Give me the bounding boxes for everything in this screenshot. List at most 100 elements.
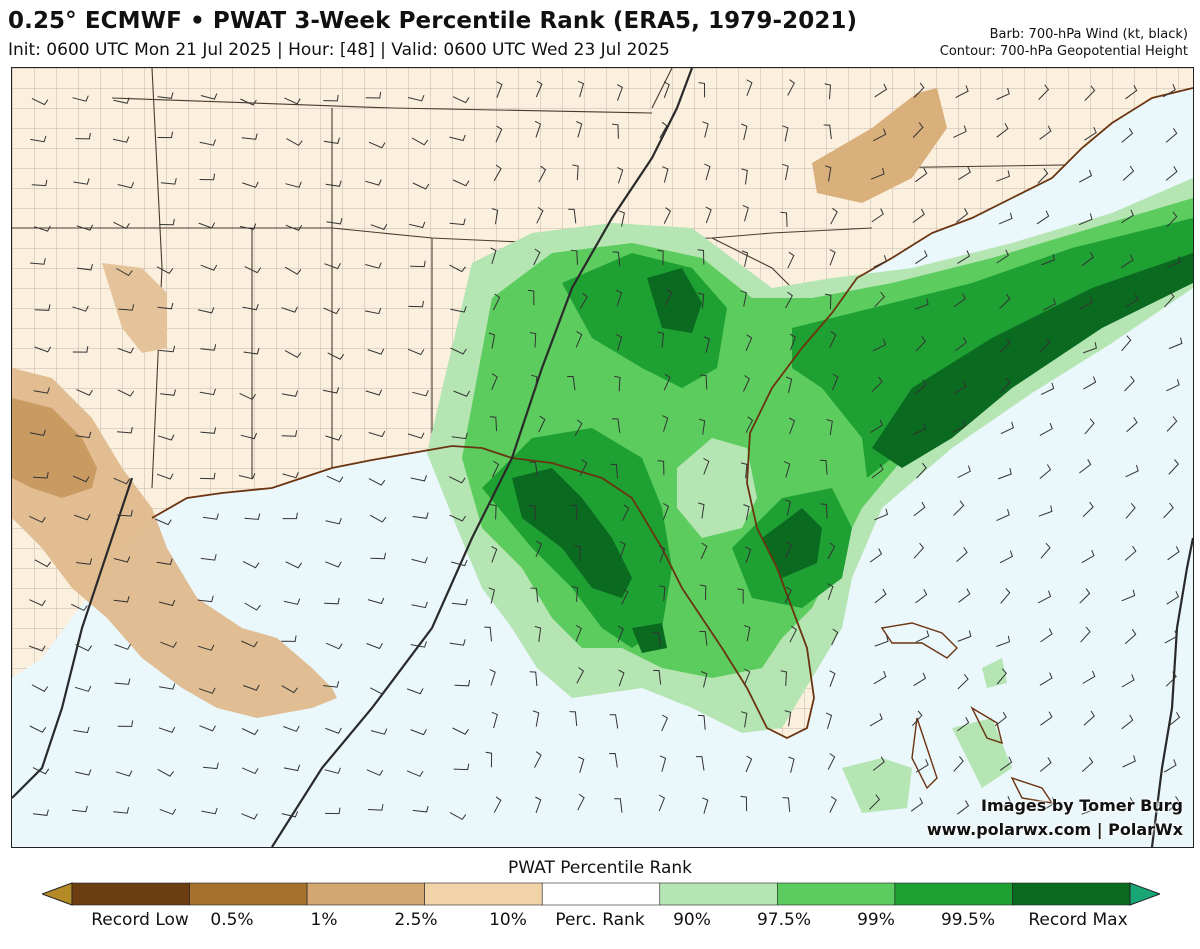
wind-barb [826, 419, 833, 436]
wind-barb [365, 262, 382, 269]
wind-barb [283, 598, 301, 605]
wind-barb [529, 332, 537, 348]
wind-barb [1039, 422, 1053, 436]
wind-barb [73, 178, 90, 185]
wind-barb [912, 423, 926, 436]
wind-barb [114, 643, 131, 650]
wind-barb [698, 502, 705, 519]
wind-barb [412, 512, 429, 519]
wind-barb [495, 125, 503, 143]
wind-barb [832, 373, 839, 391]
wind-barb [622, 504, 630, 521]
wind-barb [869, 548, 883, 563]
wind-barb [912, 208, 925, 223]
wind-barb [614, 798, 623, 813]
wind-barb [1125, 294, 1139, 308]
wind-barb [697, 249, 705, 265]
wind-barb [784, 499, 791, 516]
wind-barb [31, 179, 48, 187]
wind-barb [496, 81, 503, 98]
wind-barb [743, 625, 751, 642]
wind-barb [197, 307, 215, 314]
wind-barb [449, 639, 466, 646]
wind-barb [957, 800, 970, 815]
wind-barb [953, 293, 966, 308]
wind-barb [574, 419, 583, 436]
wind-barb [113, 477, 131, 485]
wind-barb [488, 587, 495, 604]
wind-barb [450, 306, 467, 313]
wind-barb [617, 625, 624, 643]
wind-barb [618, 210, 625, 227]
wind-barb [530, 374, 538, 391]
wind-barb [952, 419, 967, 433]
wind-barb [31, 684, 49, 692]
wind-barb [579, 459, 588, 476]
wind-barb [535, 80, 543, 98]
wind-barb [1168, 711, 1181, 727]
wind-barb [323, 681, 340, 688]
wind-barb [368, 478, 386, 486]
wind-barb [958, 166, 971, 181]
wind-barb [198, 222, 216, 229]
wind-barb [241, 767, 259, 775]
wind-barb [789, 625, 797, 643]
wind-barb [239, 223, 257, 230]
wind-barb [1084, 126, 1097, 141]
wind-barb [1039, 672, 1053, 686]
wind-barb [240, 98, 257, 106]
wind-barb [33, 472, 49, 479]
wind-barb [1121, 589, 1136, 602]
wind-barb [327, 352, 345, 360]
wind-barb [577, 793, 585, 811]
wind-barb [452, 727, 469, 735]
wind-barb [369, 514, 387, 523]
wind-barb [200, 427, 217, 434]
wind-barb [956, 547, 968, 562]
wind-barb [369, 687, 387, 695]
wind-barb [700, 542, 708, 560]
wind-barb [158, 599, 176, 607]
wind-barb [527, 289, 535, 306]
wind-barb [576, 121, 583, 138]
wind-barb [74, 685, 92, 692]
wind-barb [324, 263, 341, 270]
wind-barb [1166, 379, 1180, 392]
wind-barb [873, 128, 887, 142]
wind-barb [202, 762, 219, 770]
wind-barb [785, 376, 793, 394]
wind-barb [76, 263, 93, 271]
wind-barb [490, 247, 497, 265]
wind-barb [529, 504, 536, 521]
wind-barb [1038, 505, 1053, 517]
wind-barb [243, 347, 260, 355]
wind-barb [112, 136, 130, 143]
wind-barb [1124, 545, 1137, 561]
wind-barb [407, 348, 425, 356]
wind-barb [1121, 128, 1134, 143]
legend-label: 2.5% [394, 910, 438, 930]
wind-barb [869, 794, 881, 810]
wind-barb [955, 85, 969, 99]
wind-barb [1038, 84, 1050, 100]
wind-barb [200, 344, 217, 351]
wind-barb [453, 390, 471, 397]
wind-barb [570, 249, 578, 265]
wind-barb [1081, 251, 1094, 267]
wind-barb [910, 797, 924, 812]
wind-barb [1163, 759, 1177, 773]
wind-barb [454, 679, 471, 687]
wind-barb [1081, 803, 1096, 815]
wind-barb [491, 373, 498, 390]
wind-barb [159, 808, 177, 815]
wind-barb [915, 630, 930, 643]
wind-barb [117, 720, 134, 727]
wind-barb [829, 796, 837, 813]
wind-barb [873, 670, 887, 685]
wind-barb [366, 769, 384, 776]
wind-barb [1040, 542, 1051, 559]
map-title: 0.25° ECMWF • PWAT 3-Week Percentile Ran… [8, 8, 858, 34]
wind-barb [282, 472, 299, 479]
wind-barb [958, 588, 971, 603]
wind-barb [702, 121, 709, 138]
